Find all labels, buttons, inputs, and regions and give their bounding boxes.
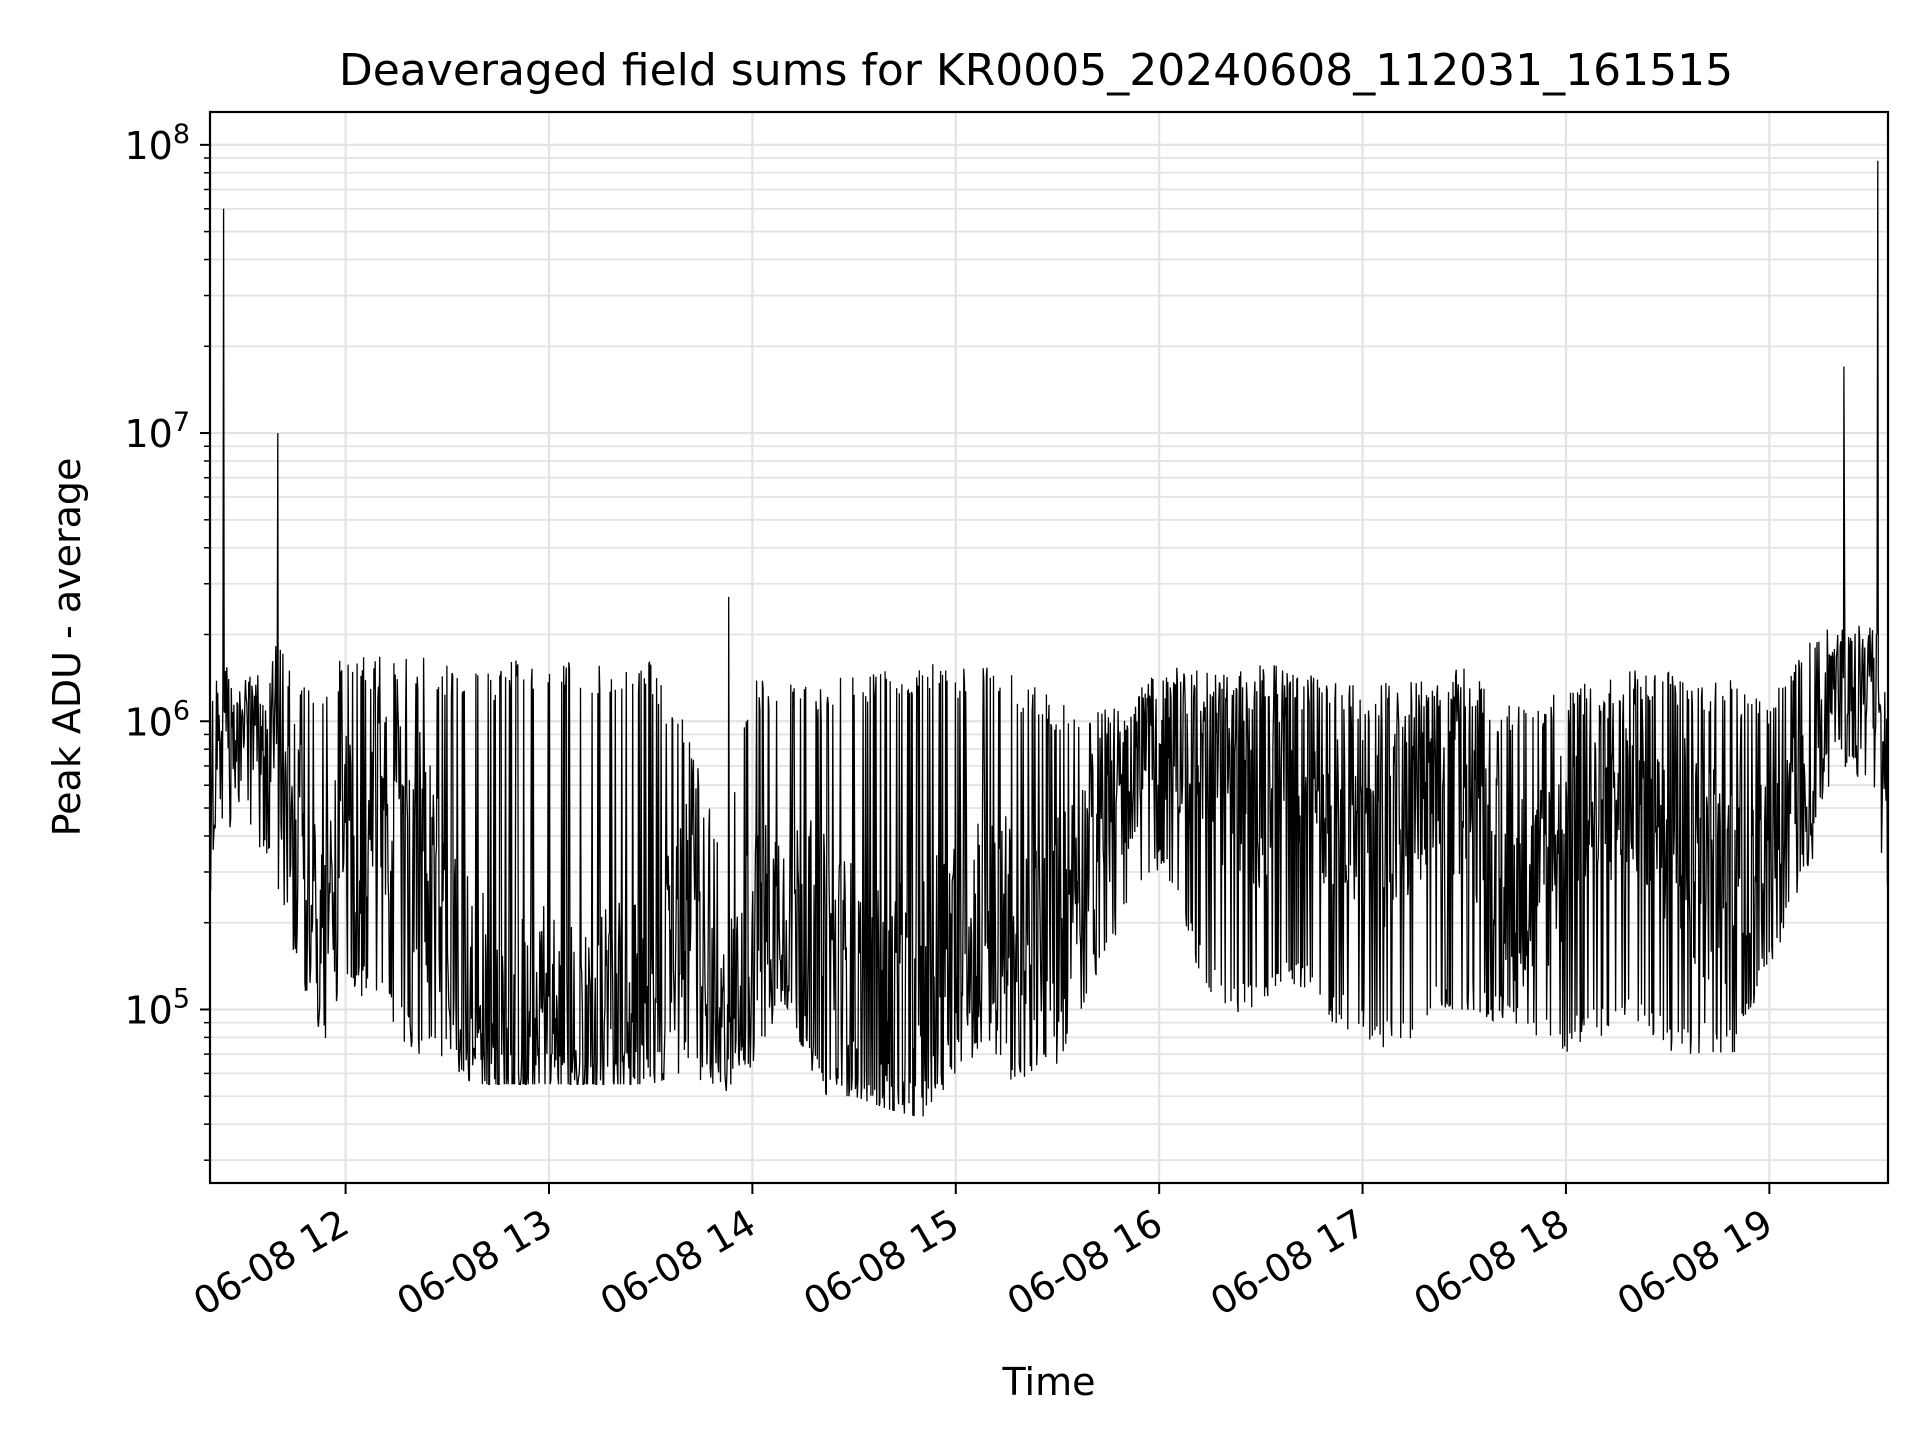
- y-tick-label: 108: [124, 119, 190, 168]
- series-line: [209, 160, 1889, 1117]
- plot-frame: [208, 110, 1890, 1185]
- x-axis-label: Time: [1002, 1360, 1096, 1404]
- data-series-path: [209, 160, 1889, 1117]
- y-axis-label: Peak ADU - average: [45, 458, 89, 837]
- y-axis-ticks: 105 106 107 108: [124, 119, 210, 1161]
- chart-title: Deaveraged field sums for KR0005_2024060…: [339, 45, 1733, 96]
- y-tick-label: 106: [124, 695, 190, 744]
- y-tick-label: 105: [124, 983, 190, 1032]
- y-tick-label: 107: [124, 407, 190, 456]
